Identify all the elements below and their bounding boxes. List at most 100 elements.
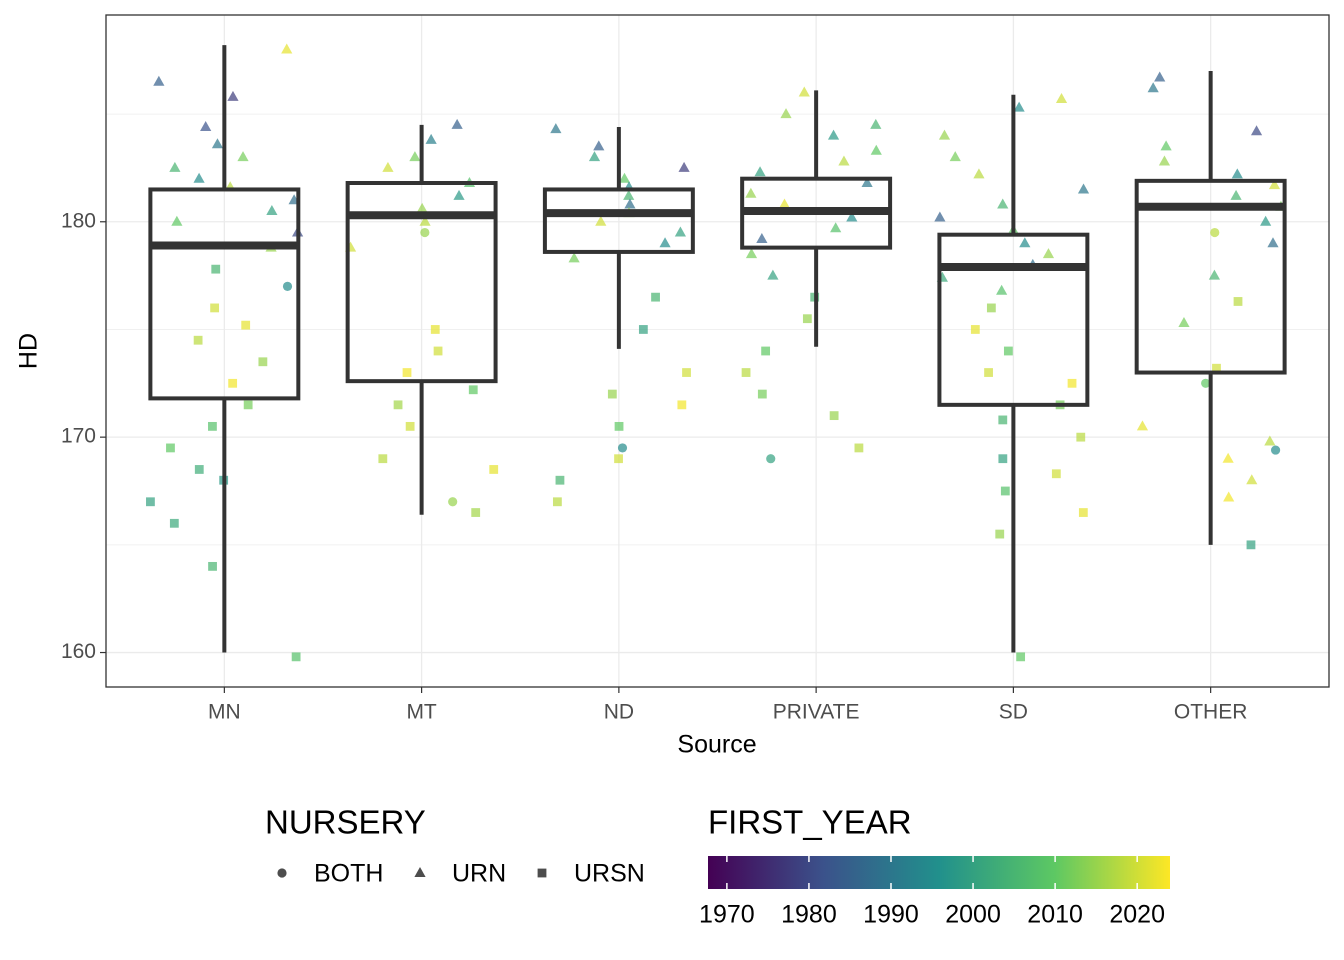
point (433, 346, 443, 356)
point (997, 198, 1009, 209)
point (624, 198, 636, 209)
point (1208, 269, 1221, 280)
point (618, 172, 631, 183)
point (471, 508, 481, 517)
point (588, 151, 601, 162)
point (838, 155, 850, 166)
colorbar-label: 2020 (1109, 901, 1165, 929)
point (1178, 317, 1190, 327)
point (1230, 189, 1242, 200)
point (745, 187, 757, 198)
point (986, 303, 996, 313)
point (266, 205, 278, 215)
point (617, 443, 628, 453)
point (998, 454, 1008, 464)
point (595, 215, 607, 226)
point (1212, 363, 1221, 373)
point (451, 118, 463, 129)
point (166, 443, 175, 453)
point (1268, 179, 1281, 190)
point (677, 400, 687, 410)
point (998, 415, 1008, 425)
legend-symbol (414, 867, 426, 877)
point (282, 281, 293, 291)
point (1201, 378, 1211, 388)
point (1210, 227, 1220, 238)
point (211, 138, 224, 149)
y-tick-label: 160 (61, 640, 96, 663)
point (237, 151, 249, 162)
point (996, 284, 1008, 295)
point (291, 652, 301, 662)
point (200, 121, 212, 131)
legend-title: NURSERY (265, 804, 426, 841)
point (1264, 435, 1276, 446)
point (757, 389, 767, 399)
point (241, 320, 251, 330)
point (995, 529, 1005, 539)
point (169, 161, 181, 172)
point (405, 421, 415, 431)
colorbar-label: 1970 (699, 901, 755, 929)
point (1013, 101, 1025, 112)
y-tick-label: 170 (61, 425, 96, 448)
point (550, 123, 562, 134)
point (754, 166, 766, 177)
x-axis-title: Source (677, 731, 756, 759)
point (830, 222, 842, 233)
point (1016, 652, 1026, 662)
point (169, 518, 179, 528)
point (1160, 140, 1172, 151)
point (682, 368, 691, 377)
legend-label: URSN (574, 860, 645, 888)
point (1233, 297, 1243, 306)
point (1042, 248, 1055, 259)
point (1000, 486, 1010, 496)
point (1077, 183, 1090, 194)
colorbar-label: 2010 (1027, 901, 1083, 929)
point (1231, 168, 1243, 179)
point (568, 252, 580, 263)
point (1158, 155, 1171, 166)
point (846, 211, 858, 222)
point (798, 86, 810, 97)
point (678, 161, 690, 172)
point (854, 443, 864, 453)
point (870, 118, 882, 129)
point (593, 140, 605, 151)
point (1246, 474, 1258, 485)
point (934, 211, 946, 222)
point (870, 144, 882, 155)
point (468, 385, 478, 395)
point (741, 368, 751, 377)
point (861, 177, 873, 187)
legend-symbol (277, 868, 287, 878)
point (778, 198, 791, 209)
box (148, 187, 301, 401)
point (420, 227, 430, 238)
plot-border (105, 14, 1330, 688)
point (1223, 491, 1235, 502)
box (937, 232, 1090, 407)
point (378, 454, 388, 464)
legend-label: URN (452, 860, 506, 888)
point (829, 411, 839, 421)
y-axis-title: HD (15, 333, 43, 369)
point (780, 108, 792, 119)
point (984, 368, 993, 377)
point (193, 335, 203, 345)
point (425, 133, 437, 144)
point (827, 129, 840, 140)
point (402, 368, 412, 377)
x-tick-label: PRIVATE (773, 701, 860, 724)
y-tick-label: 180 (61, 209, 96, 232)
point (1270, 445, 1281, 455)
point (659, 237, 671, 248)
point (448, 497, 458, 507)
point (416, 202, 428, 213)
point (555, 475, 565, 485)
point (614, 421, 624, 431)
point (1147, 82, 1159, 93)
point (171, 215, 183, 226)
point (651, 292, 660, 302)
